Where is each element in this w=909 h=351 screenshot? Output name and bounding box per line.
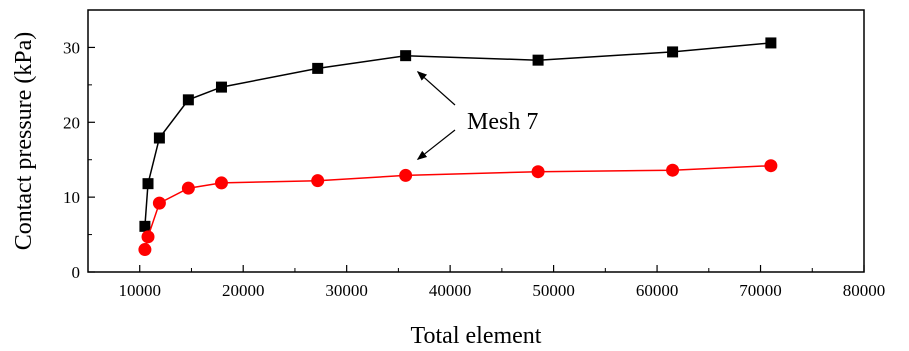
x-tick-label: 60000	[636, 281, 679, 300]
data-point-circle	[666, 163, 680, 177]
data-point-circle	[141, 230, 155, 244]
series-line-1	[144, 164, 771, 250]
annotation-arrow	[416, 70, 456, 106]
series-line-0	[144, 42, 771, 227]
x-tick-label: 20000	[222, 281, 265, 300]
data-point-circle	[152, 196, 166, 210]
x-tick-label: 70000	[739, 281, 782, 300]
data-point-square	[312, 62, 324, 74]
x-tick-label: 10000	[118, 281, 161, 300]
data-point-circle	[764, 159, 778, 173]
x-tick-label: 80000	[843, 281, 886, 300]
x-tick-label: 40000	[429, 281, 472, 300]
data-point-square	[139, 220, 151, 232]
annotation-arrow	[416, 129, 456, 161]
y-tick-label: 10	[63, 188, 80, 207]
data-point-square	[215, 81, 227, 93]
annotation-layer: Mesh 7	[416, 70, 538, 161]
x-axis-title: Total element	[411, 323, 542, 349]
x-tick-label: 50000	[532, 281, 575, 300]
y-tick-label: 20	[63, 113, 80, 132]
data-point-circle	[531, 165, 545, 179]
y-axis-title: Contact pressure (kPa)	[11, 32, 37, 251]
x-tick-label: 30000	[325, 281, 368, 300]
y-tick-label: 0	[72, 263, 81, 282]
data-point-square	[142, 178, 154, 190]
data-point-circle	[311, 174, 325, 188]
annotation-mesh-7: Mesh 7	[467, 109, 538, 135]
data-point-square	[182, 94, 194, 106]
plot-frame	[87, 9, 865, 273]
data-point-square	[153, 132, 165, 144]
data-point-square	[532, 54, 544, 66]
y-tick-label: 30	[63, 38, 80, 57]
data-point-circle	[214, 176, 228, 190]
data-point-square	[667, 46, 679, 58]
data-point-square	[765, 37, 777, 49]
data-point-circle	[181, 181, 195, 195]
data-point-circle	[138, 243, 152, 257]
data-point-circle	[399, 168, 413, 182]
x-axis-ticks: 10000 20000 30000 40000 50000 60000 70000 80000	[118, 265, 885, 300]
y-axis-ticks: 0 10 20 30	[63, 38, 95, 282]
series-layer	[138, 37, 778, 257]
data-point-square	[400, 50, 412, 62]
